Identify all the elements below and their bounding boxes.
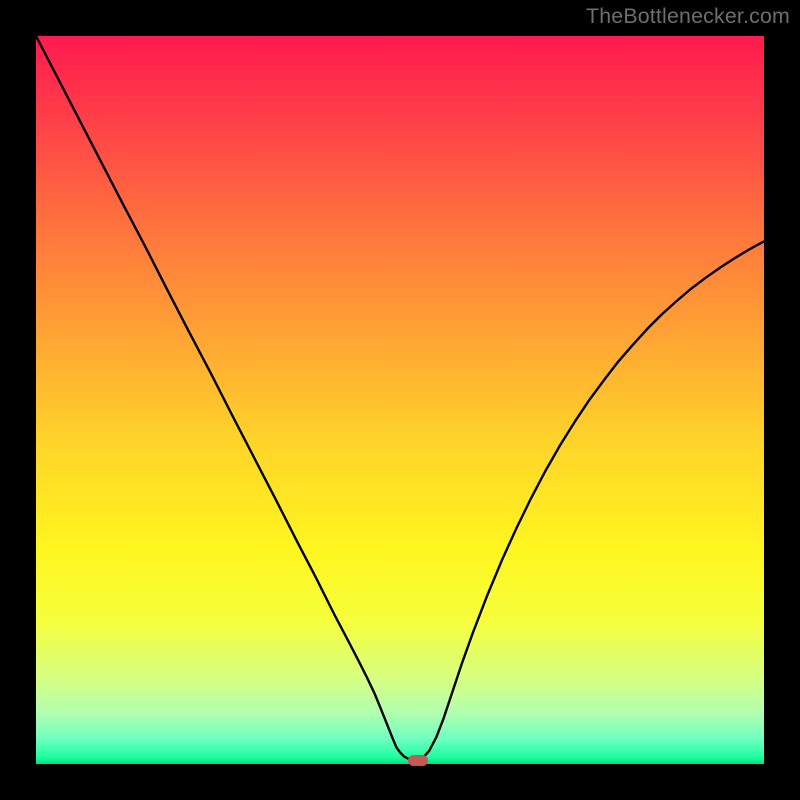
bottleneck-curve <box>36 36 764 760</box>
curve-layer <box>36 36 764 764</box>
plot-area <box>36 36 764 764</box>
chart-frame: TheBottlenecker.com <box>0 0 800 800</box>
optimum-marker <box>408 755 428 767</box>
watermark-text: TheBottlenecker.com <box>586 4 790 29</box>
